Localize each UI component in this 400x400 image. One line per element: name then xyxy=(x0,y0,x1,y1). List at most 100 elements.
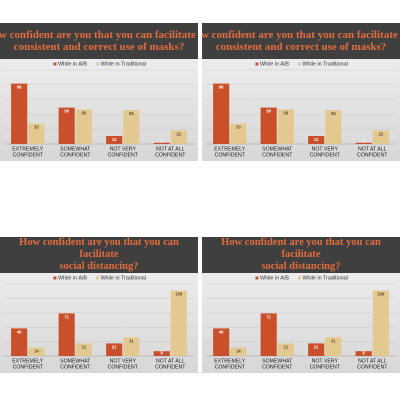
category-label: NOT VERY xyxy=(110,147,137,153)
data-label: 13 xyxy=(112,137,117,142)
legend-label: While in Traditional xyxy=(302,62,348,68)
legend-label: While in Traditional xyxy=(302,276,348,282)
category-label: CONFIDENT xyxy=(310,153,341,159)
data-label: 109 xyxy=(175,292,183,297)
gridlines xyxy=(206,69,396,130)
chart-title-line-2: social distancing? xyxy=(59,261,139,272)
bar xyxy=(170,130,187,144)
bar xyxy=(308,343,325,356)
bar xyxy=(75,343,92,356)
category-label: CONFIDENT xyxy=(60,365,91,371)
category-label: CONFIDENT xyxy=(13,153,44,159)
bar xyxy=(325,337,342,356)
chart-title: How confident are you that you can facil… xyxy=(202,23,400,59)
bar xyxy=(277,109,294,144)
bar xyxy=(123,110,140,144)
gridlines xyxy=(206,283,396,342)
chart-panel-distancing: How confident are you that you can facil… xyxy=(0,237,198,373)
bar-chart: While in A/B While in Traditional 46 14 EXTR… xyxy=(206,276,396,371)
chart-area: While in A/B While in Traditional 98 33 EXTR… xyxy=(0,59,198,161)
category-label: NOT VERY xyxy=(110,359,137,365)
category-label: CONFIDENT xyxy=(215,153,246,159)
bar xyxy=(106,135,123,144)
category-label: EXTREMELY xyxy=(214,359,246,365)
bar xyxy=(230,123,247,144)
bar xyxy=(372,290,389,356)
bar xyxy=(106,343,123,356)
legend-swatch xyxy=(95,276,99,280)
chart-panel-masks: How confident are you that you can facil… xyxy=(0,23,198,161)
chart-area: While in A/B While in Traditional 98 33 EXTR… xyxy=(202,59,400,161)
bar xyxy=(260,107,277,144)
bar xyxy=(170,290,187,356)
legend-label: While in Traditional xyxy=(100,276,146,282)
bar-chart: While in A/B While in Traditional 98 33 EXTR… xyxy=(206,62,396,159)
category-label: CONFIDENT xyxy=(108,153,139,159)
legend-label: While in A/B xyxy=(260,62,289,68)
category-label: NOT VERY xyxy=(312,147,339,153)
category-label: EXTREMELY xyxy=(12,147,44,153)
bar xyxy=(355,351,372,356)
category-label: CONFIDENT xyxy=(155,153,186,159)
chart-title-line-1: How confident are you that you can facil… xyxy=(19,237,179,260)
bar-chart: While in A/B While in Traditional 98 33 EXTR… xyxy=(4,62,194,159)
legend: While in A/B While in Traditional xyxy=(255,276,348,282)
category-label: EXTREMELY xyxy=(214,147,246,153)
legend-label: While in Traditional xyxy=(100,62,146,68)
data-label: 21 xyxy=(283,344,288,349)
legend-label: While in A/B xyxy=(58,62,87,68)
data-label: 46 xyxy=(17,329,22,334)
chart-title-line-2: consistent and correct use of masks? xyxy=(13,41,185,53)
data-label: 2 xyxy=(363,139,366,144)
data-label: 2 xyxy=(161,139,164,144)
legend-swatch xyxy=(53,276,57,280)
bar xyxy=(260,313,277,356)
data-label: 14 xyxy=(236,349,241,354)
category-label: CONFIDENT xyxy=(60,153,91,159)
bar xyxy=(58,107,75,144)
data-label: 31 xyxy=(129,338,134,343)
legend-label: While in A/B xyxy=(260,276,289,282)
bar xyxy=(153,351,170,356)
category-label: CONFIDENT xyxy=(215,365,246,371)
legend-swatch xyxy=(255,62,259,66)
bar xyxy=(153,142,170,144)
bar xyxy=(230,347,247,356)
data-label: 56 xyxy=(283,110,288,115)
bar xyxy=(372,130,389,144)
data-label: 98 xyxy=(17,85,22,90)
legend-swatch xyxy=(297,62,301,66)
data-label: 55 xyxy=(129,111,134,116)
chart-panel-distancing-copy: How confident are you that you can facil… xyxy=(202,237,400,373)
data-label: 22 xyxy=(176,131,181,136)
data-label: 71 xyxy=(64,314,69,319)
data-label: 71 xyxy=(266,314,271,319)
bar xyxy=(277,343,294,356)
data-label: 13 xyxy=(314,137,319,142)
category-label: CONFIDENT xyxy=(13,365,44,371)
data-label: 8 xyxy=(161,351,164,356)
bar xyxy=(325,110,342,144)
category-label: CONFIDENT xyxy=(357,153,388,159)
gridlines xyxy=(4,283,194,342)
category-label: NOT AT ALL xyxy=(358,359,387,365)
legend-swatch xyxy=(53,62,57,66)
category-label: SOMEWHAT xyxy=(60,147,91,153)
data-label: 21 xyxy=(314,344,319,349)
bar xyxy=(11,328,28,356)
bar xyxy=(75,109,92,144)
category-label: EXTREMELY xyxy=(12,359,44,365)
bar xyxy=(213,328,230,356)
legend: While in A/B While in Traditional xyxy=(255,62,348,68)
category-label: CONFIDENT xyxy=(155,365,186,371)
data-label: 31 xyxy=(331,338,336,343)
data-label: 8 xyxy=(363,351,366,356)
category-label: SOMEWHAT xyxy=(60,359,91,365)
legend-swatch xyxy=(255,276,259,280)
chart-title-line-1: How confident are you that you can facil… xyxy=(202,29,400,41)
bar xyxy=(28,347,45,356)
data-label: 21 xyxy=(81,344,86,349)
chart-title: How confident are you that you can facil… xyxy=(0,237,198,273)
chart-title-line-1: How confident are you that you can facil… xyxy=(221,237,381,260)
category-label: NOT AT ALL xyxy=(156,147,185,153)
